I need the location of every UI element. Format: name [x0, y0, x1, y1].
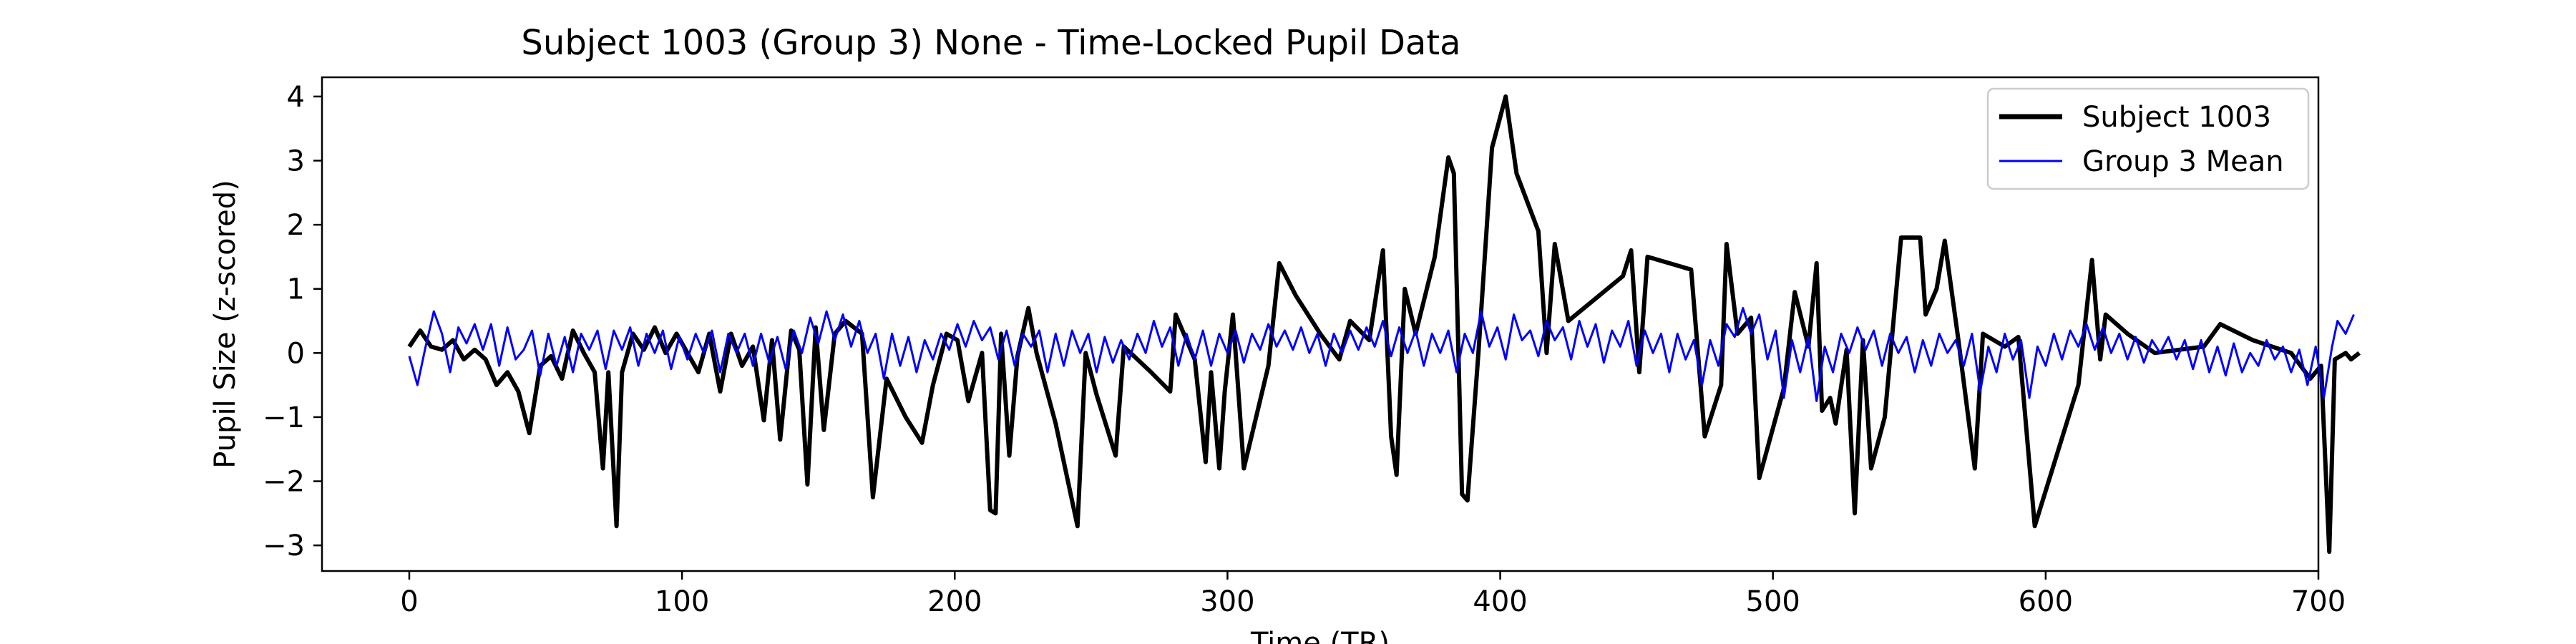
y-tick-label: 3: [287, 145, 305, 177]
y-tick-label: −2: [263, 466, 305, 499]
x-tick-label: 300: [1200, 585, 1254, 618]
x-tick-label: 400: [1473, 585, 1527, 618]
x-axis-label: Time (TR): [1250, 627, 1390, 644]
y-tick-label: 1: [287, 273, 305, 306]
legend: Subject 1003 Group 3 Mean: [1986, 87, 2310, 190]
x-tick-label: 200: [927, 585, 982, 618]
y-tick-label: −3: [263, 530, 305, 562]
chart-title: Subject 1003 (Group 3) None - Time-Locke…: [521, 23, 1460, 63]
x-axis-ticks: 0 100 200 300 400 500 600 700: [400, 571, 2346, 618]
x-tick-label: 0: [400, 585, 418, 618]
y-tick-label: 4: [287, 81, 305, 114]
plot-area-frame: [321, 76, 2320, 572]
x-tick-label: 700: [2291, 585, 2346, 618]
series-line-group-mean: [408, 307, 2355, 402]
y-tick-label: 0: [287, 337, 305, 370]
y-axis-ticks: −3 −2 −1 0 1 2 3 4: [263, 81, 322, 562]
series-layer: [407, 94, 2361, 555]
x-tick-label: 500: [1746, 585, 1800, 618]
x-tick-label: 100: [655, 585, 709, 618]
legend-label-group-mean: Group 3 Mean: [2082, 145, 2284, 178]
legend-box: [1986, 87, 2310, 190]
x-tick-label: 600: [2019, 585, 2073, 618]
legend-label-subject: Subject 1003: [2082, 101, 2271, 134]
y-tick-label: 2: [287, 209, 305, 242]
series-line-subject: [407, 94, 2361, 555]
y-axis-label: Pupil Size (z-scored): [209, 180, 242, 468]
y-tick-label: −1: [263, 401, 305, 434]
